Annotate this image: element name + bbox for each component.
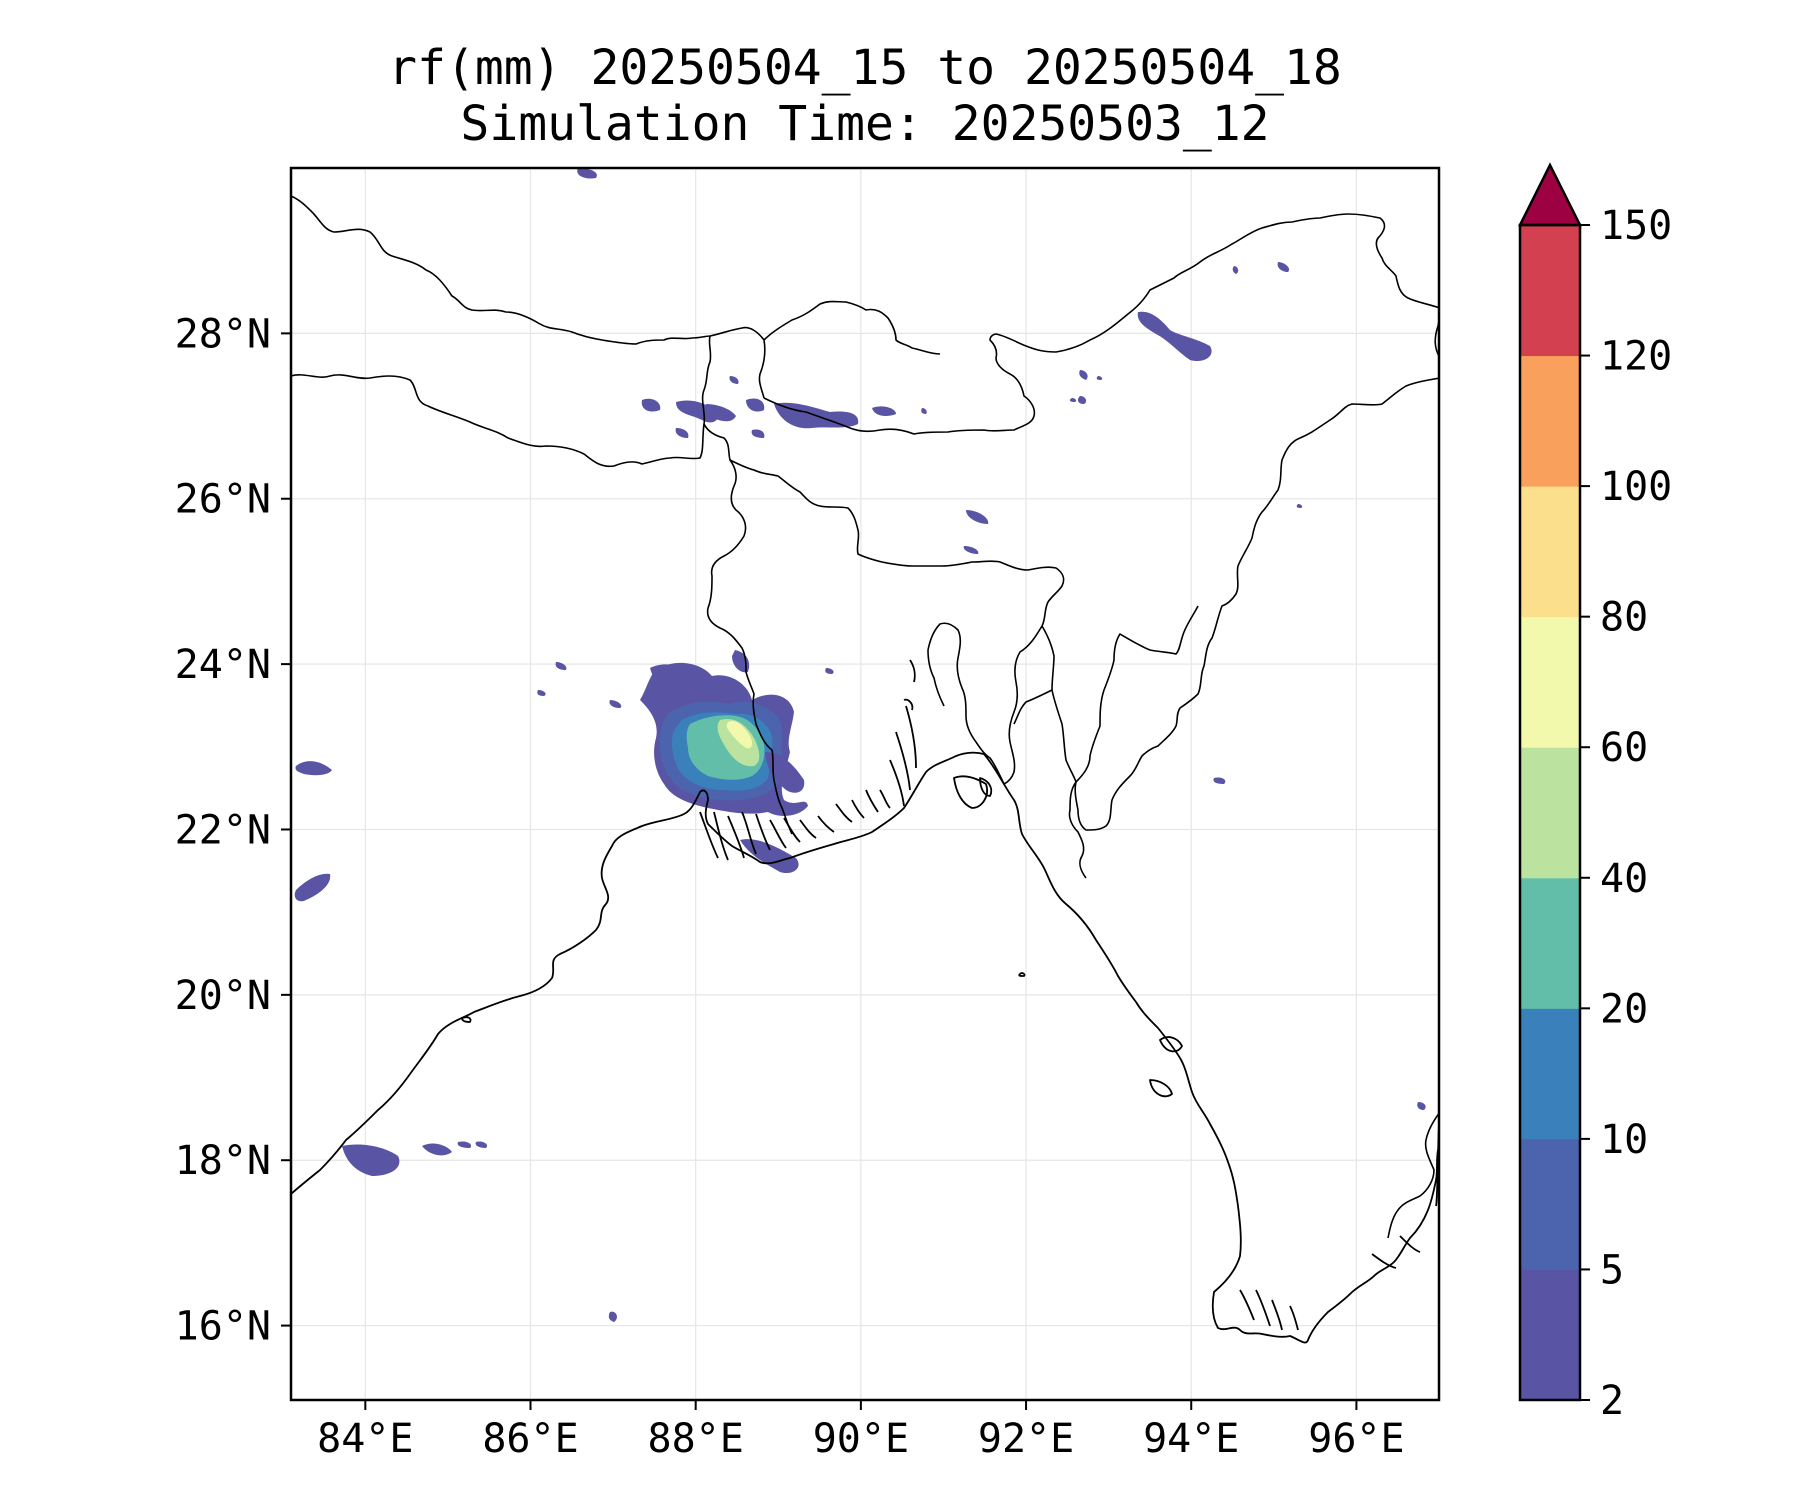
lon-tick-label: 92°E: [978, 1416, 1074, 1462]
colorbar-segment: [1520, 1138, 1580, 1270]
rain-contour-40mm: [717, 718, 760, 767]
colorbar-tick-label: 20: [1600, 986, 1648, 1032]
coastline: [291, 659, 1439, 1344]
colorbar-segment: [1520, 747, 1580, 879]
colorbar-segment: [1520, 486, 1580, 618]
colorbar-extend-arrow: [1517, 162, 1583, 227]
lon-tick-label: 86°E: [482, 1416, 578, 1462]
lat-tick-label: 20°N: [175, 973, 271, 1019]
map-frame: [289, 166, 1441, 1402]
lon-tick-label: 88°E: [648, 1416, 744, 1462]
lat-tick-label: 28°N: [175, 311, 271, 357]
gridlines: [291, 168, 1439, 1400]
colorbar-tick-label: 120: [1600, 334, 1672, 380]
colorbar-tick-label: 60: [1600, 725, 1648, 771]
colorbar-segment: [1520, 1008, 1580, 1140]
rain-contour-60mm: [726, 720, 753, 749]
colorbar-tick-label: 40: [1600, 856, 1648, 902]
colorbar: 2 5 10 20 40 60 80 100 120 150: [1517, 162, 1672, 1424]
lat-tick-label: 16°N: [175, 1304, 271, 1350]
country-borders: [291, 195, 1439, 1239]
lat-tick-label: 24°N: [175, 642, 271, 688]
lat-tick-label: 22°N: [175, 807, 271, 853]
longitude-axis: 84°E 86°E 88°E 90°E 92°E 94°E 96°E: [317, 1400, 1405, 1462]
colorbar-frame: [1518, 223, 1582, 1402]
lon-tick-label: 96°E: [1308, 1416, 1404, 1462]
colorbar-segment: [1520, 355, 1580, 487]
lon-tick-label: 84°E: [317, 1416, 413, 1462]
colorbar-segment: [1520, 225, 1580, 357]
colorbar-segment: [1520, 877, 1580, 1009]
rainfall-shading: [294, 168, 1426, 1322]
lat-tick-label: 18°N: [175, 1138, 271, 1184]
lon-tick-label: 94°E: [1143, 1416, 1239, 1462]
map-area: [291, 168, 1439, 1400]
latitude-axis: 16°N 18°N 20°N 22°N 24°N 26°N 28°N: [175, 311, 291, 1350]
colorbar-tick-label: 2: [1600, 1378, 1624, 1424]
colorbar-tick-label: 80: [1600, 595, 1648, 641]
colorbar-tick-label: 10: [1600, 1117, 1648, 1163]
colorbar-tick-label: 100: [1600, 464, 1672, 510]
rain-patches-light: [294, 168, 1426, 1322]
title-line1: rf(mm) 20250504_15 to 20250504_18: [388, 40, 1342, 96]
lon-tick-label: 90°E: [813, 1416, 909, 1462]
lat-tick-label: 26°N: [175, 477, 271, 523]
rain-cell-main: [640, 662, 808, 816]
colorbar-tick-label: 150: [1600, 203, 1672, 249]
title-line2: Simulation Time: 20250503_12: [460, 96, 1269, 152]
colorbar-tick-label: 5: [1600, 1247, 1624, 1293]
colorbar-segment: [1520, 616, 1580, 748]
colorbar-segment: [1520, 1269, 1580, 1401]
